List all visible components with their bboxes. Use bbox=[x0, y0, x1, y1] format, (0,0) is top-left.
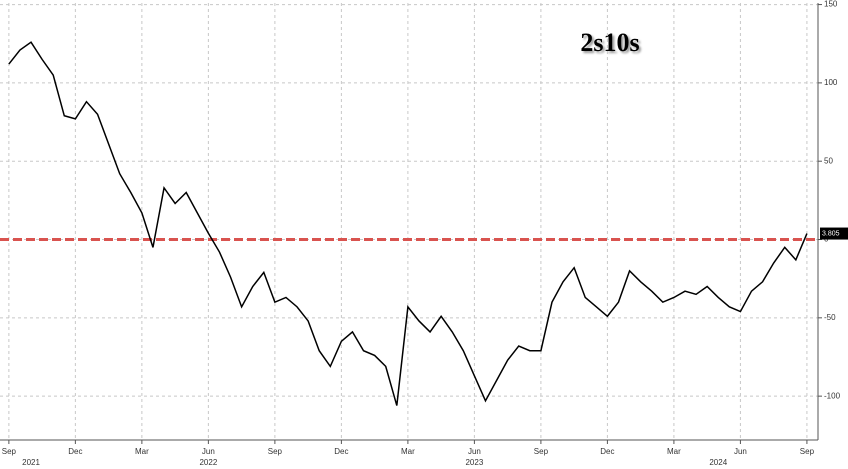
year-label: 2023 bbox=[465, 458, 483, 467]
y-tick-label: 100 bbox=[824, 78, 838, 87]
y-tick-label: 50 bbox=[824, 156, 833, 165]
x-tick-label: Sep bbox=[534, 447, 549, 456]
x-tick-label: Dec bbox=[600, 447, 614, 456]
x-tick-label: Sep bbox=[268, 447, 283, 456]
year-label: 2024 bbox=[709, 458, 727, 467]
last-value-box bbox=[820, 227, 848, 240]
chart-title: 2s10s bbox=[580, 28, 639, 57]
y-tick-label: 150 bbox=[824, 0, 838, 9]
x-tick-label: Mar bbox=[135, 447, 149, 456]
x-tick-label: Dec bbox=[68, 447, 82, 456]
y-tick-label: -50 bbox=[824, 313, 836, 322]
x-tick-label: Jun bbox=[202, 447, 215, 456]
year-label: 2021 bbox=[22, 458, 40, 467]
x-tick-label: Jun bbox=[468, 447, 481, 456]
x-tick-label: Mar bbox=[667, 447, 681, 456]
x-tick-label: Sep bbox=[2, 447, 17, 456]
x-tick-label: Sep bbox=[800, 447, 815, 456]
x-tick-label: Jun bbox=[734, 447, 747, 456]
y-tick-label: -100 bbox=[824, 391, 841, 400]
year-label: 2022 bbox=[199, 458, 217, 467]
last-value-label: 3.805 bbox=[822, 230, 840, 237]
x-tick-label: Mar bbox=[401, 447, 415, 456]
x-tick-label: Dec bbox=[334, 447, 348, 456]
data-line bbox=[8, 41, 808, 406]
